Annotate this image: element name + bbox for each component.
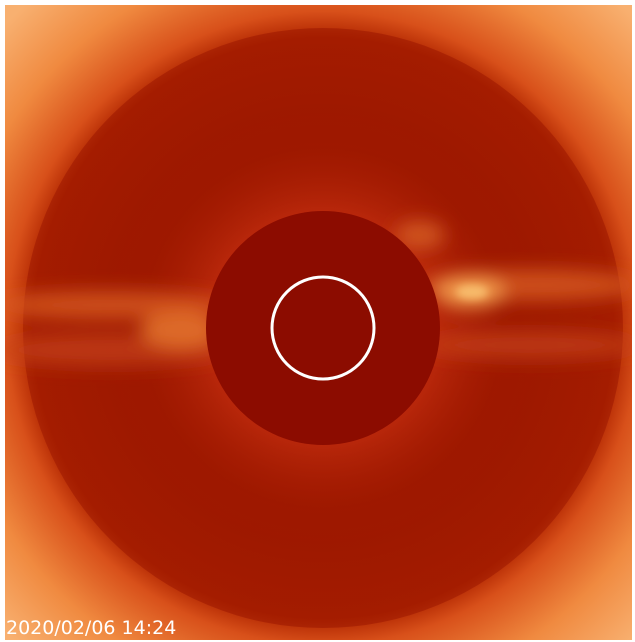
occulter-disc bbox=[206, 211, 440, 445]
sky bbox=[5, 5, 632, 640]
timestamp: 2020/02/06 14:24 bbox=[6, 617, 176, 639]
sun-outline bbox=[270, 275, 376, 381]
